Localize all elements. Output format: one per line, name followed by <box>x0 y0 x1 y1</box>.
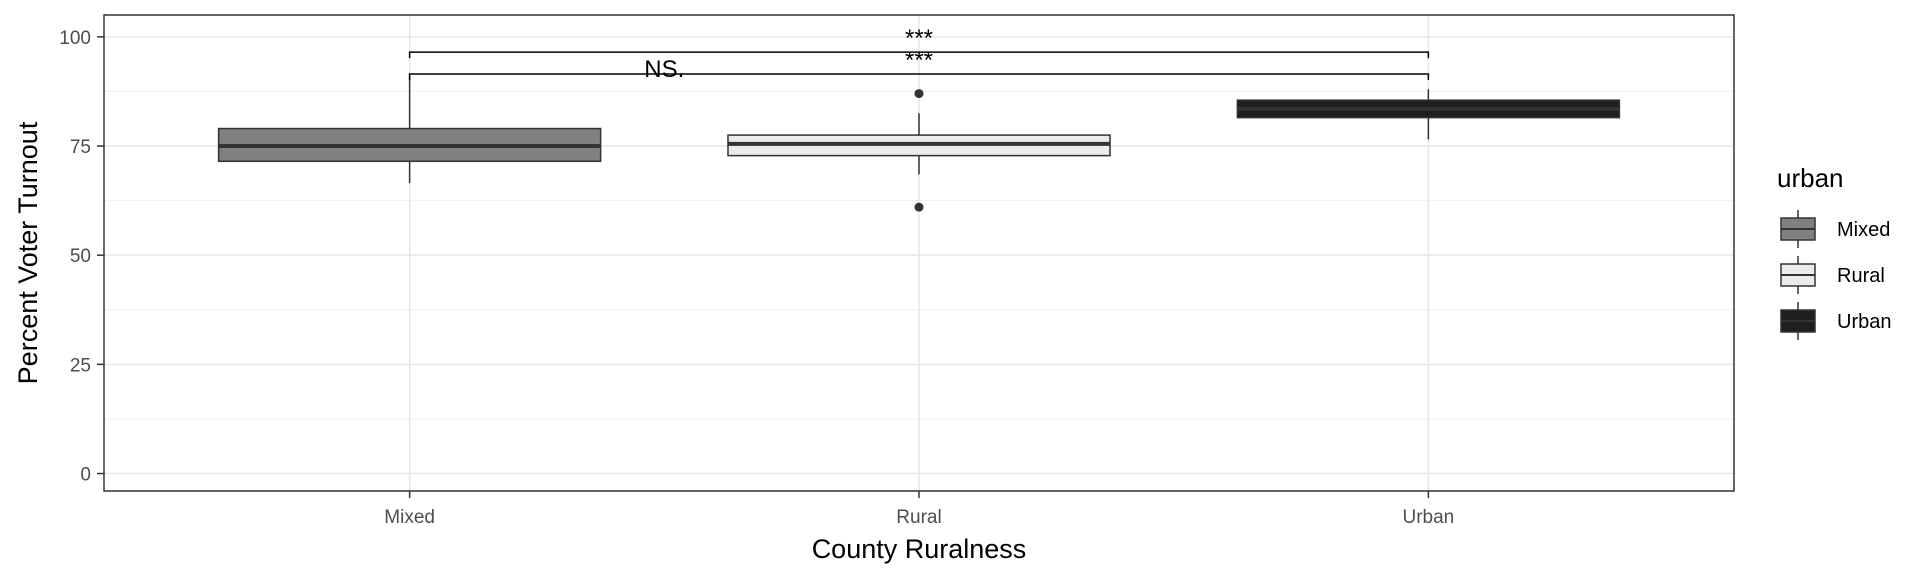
legend-label: Rural <box>1837 265 1885 287</box>
outlier-point <box>914 202 924 212</box>
legend-item-rural: Rural <box>1780 256 1885 294</box>
outlier-point <box>914 89 924 99</box>
y-tick-label: 50 <box>70 246 91 267</box>
box-series <box>217 73 1621 212</box>
y-tick-label: 75 <box>70 137 91 158</box>
box-urban <box>1236 89 1621 140</box>
significance-bracket: *** <box>408 47 1430 80</box>
x-tick-label: Mixed <box>384 507 435 528</box>
x-axis-title: County Ruralness <box>812 534 1027 564</box>
y-tick-label: 0 <box>80 465 91 486</box>
bracket-line <box>408 73 1430 80</box>
bracket-line <box>408 51 1430 59</box>
y-tick-label: 100 <box>59 28 91 49</box>
axes: 0 25 50 75 100 Mixed Rural Urban <box>59 28 1454 528</box>
y-axis-title: Percent Voter Turnout <box>13 121 43 384</box>
significance-label: *** <box>905 25 933 52</box>
x-tick-label: Rural <box>896 507 941 528</box>
legend-label: Urban <box>1837 311 1891 333</box>
box-mixed <box>217 73 602 184</box>
significance-brackets: ****** NS. <box>408 25 1430 83</box>
legend-title: urban <box>1777 163 1844 193</box>
legend-item-urban: Urban <box>1780 302 1891 340</box>
significance-label: *** <box>905 47 933 74</box>
y-tick-label: 25 <box>70 355 91 376</box>
legend: urban Mixed Rural Urban <box>1777 163 1891 340</box>
x-tick-label: Urban <box>1403 507 1455 528</box>
box-rural <box>727 89 1111 212</box>
significance-bracket: *** <box>408 25 1430 59</box>
legend-item-mixed: Mixed <box>1780 210 1890 248</box>
ns-annotation: NS. <box>644 56 684 83</box>
legend-label: Mixed <box>1837 219 1890 241</box>
